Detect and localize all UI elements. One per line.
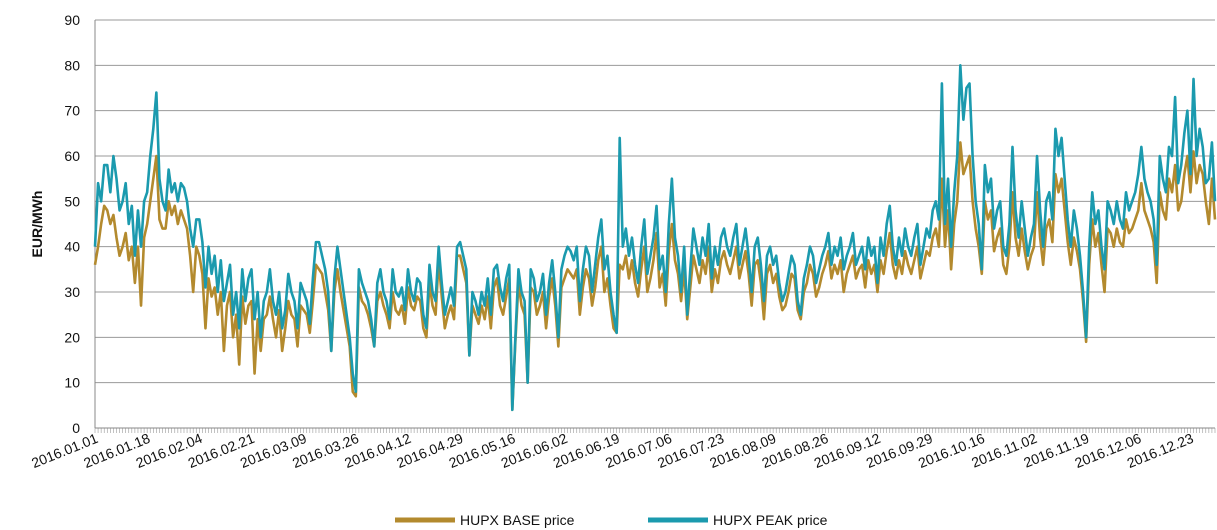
y-axis-label: EUR/MWh <box>29 191 45 258</box>
y-tick-label: 30 <box>64 284 80 300</box>
y-tick-label: 90 <box>64 12 80 28</box>
y-tick-label: 0 <box>72 420 80 436</box>
y-tick-label: 80 <box>64 57 80 73</box>
y-tick-label: 20 <box>64 329 80 345</box>
series-line <box>93 64 1217 412</box>
y-tick-label: 40 <box>64 239 80 255</box>
series-line <box>93 141 1217 412</box>
legend-label: HUPX PEAK price <box>713 512 828 528</box>
y-tick-label: 10 <box>64 375 80 391</box>
y-tick-label: 60 <box>64 148 80 164</box>
x-ticks <box>94 428 1216 433</box>
legend-label: HUPX BASE price <box>460 512 575 528</box>
y-tick-label: 70 <box>64 103 80 119</box>
y-tick-label: 50 <box>64 193 80 209</box>
